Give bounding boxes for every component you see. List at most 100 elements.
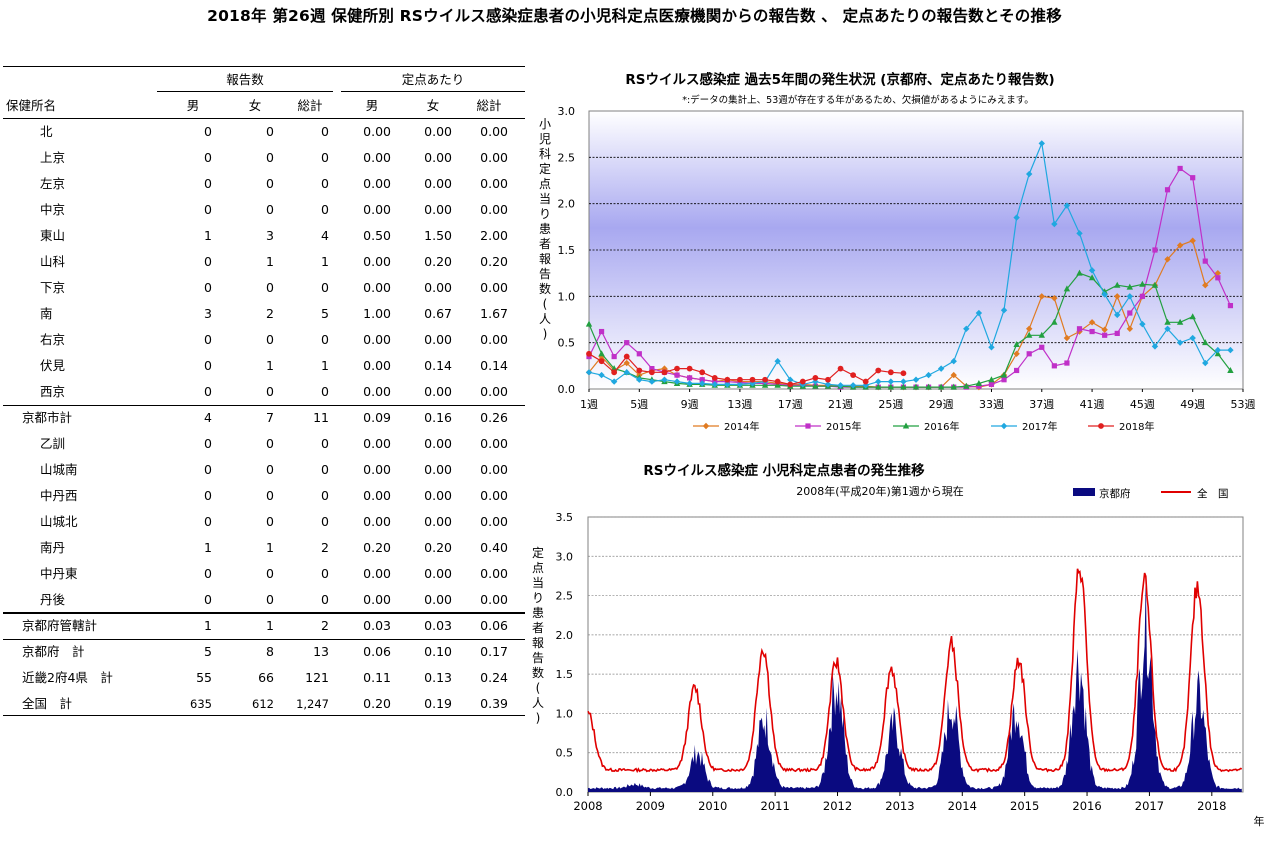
point-marker [850,372,857,378]
legend-label: 2016年 [924,420,959,433]
point-marker [1051,220,1058,228]
point-marker [724,376,731,383]
point-marker [1202,359,1209,367]
series-line [588,272,1231,388]
plot-area [587,516,1244,793]
subtotal-rule [3,639,525,640]
row-name: 中丹西 [40,488,78,503]
point-marker [837,382,844,389]
y-tick-label: 3.0 [558,105,576,118]
row-value: 0 [204,150,212,165]
row-value: 0.20 [424,540,452,555]
y-axis-label-char: 患 [532,606,544,620]
row-value: 0.00 [363,254,391,269]
row-value: 0 [321,566,329,581]
point-marker [749,380,756,387]
subtotal-rule [3,405,525,406]
row-value: 0.00 [363,462,391,477]
row-value: 0.00 [363,150,391,165]
point-marker [1227,303,1234,309]
point-marker [624,340,630,346]
x-tick-label: 2008 [573,799,602,813]
row-name: 南丹 [40,540,66,555]
point-marker [875,367,882,374]
row-value: 1 [321,254,329,269]
point-marker [1214,350,1222,357]
row-value: 0 [266,150,274,165]
point-marker [988,344,995,351]
point-marker [1176,242,1184,249]
row-value: 0.11 [363,670,391,685]
row-name: 京都市計 [22,410,73,425]
y-axis-label-char: 数 [532,665,544,680]
point-marker [1189,237,1196,244]
row-value: 121 [305,670,329,685]
point-marker [1139,293,1145,299]
point-marker [1026,351,1032,357]
column-header: 男 [365,98,379,113]
row-name: 北 [40,124,53,139]
x-tick-label: 45週 [1130,398,1155,411]
y-axis-label-char: 告 [532,651,544,665]
row-value: 0.00 [363,280,391,295]
row-value: 0.00 [424,202,452,217]
y-tick-label: 0.5 [558,337,576,350]
row-value: 0.00 [480,436,508,451]
row-value: 0 [204,332,212,347]
point-marker [925,371,932,379]
point-marker [1063,202,1071,209]
row-value: 0.00 [424,488,452,503]
x-tick-label: 17週 [778,398,803,411]
y-axis-label-char: ( [543,297,548,311]
row-value: 0.00 [480,124,508,139]
group-rule-counts [157,91,333,92]
row-value: 612 [252,697,274,711]
row-value: 0.20 [363,540,391,555]
point-marker [1215,275,1221,281]
row-value: 0.00 [363,514,391,529]
point-marker [1139,320,1146,328]
row-value: 0.14 [480,358,508,373]
point-marker [1051,294,1058,302]
row-name: 山城南 [40,462,78,477]
row-value: 0 [204,358,212,373]
y-tick-label: 0.0 [558,383,576,396]
row-value: 0.00 [363,202,391,217]
point-marker [988,381,995,387]
point-marker [1000,371,1008,378]
y-axis-label-char: 点 [532,561,544,575]
x-tick-label: 2013 [885,799,914,813]
point-marker [1126,325,1134,332]
point-marker [805,423,811,429]
point-marker [937,383,945,390]
row-value: 0 [321,514,329,529]
point-marker [1114,311,1121,319]
row-value: 1 [204,618,212,633]
point-marker [636,351,642,357]
row-value: 0 [321,462,329,477]
y-tick-label: 3.0 [556,550,574,563]
row-value: 0.16 [424,410,452,425]
y-axis-label-char: 定 [532,545,544,560]
point-marker [837,365,844,372]
point-marker [686,365,693,372]
row-value: 0 [204,488,212,503]
row-value: 0 [204,566,212,581]
row-value: 66 [258,670,274,685]
point-marker [1227,366,1234,373]
point-marker [1190,175,1196,181]
row-value: 1 [321,358,329,373]
point-marker [1176,318,1184,325]
row-value: 2 [321,618,329,633]
x-tick-label: 37週 [1029,398,1054,411]
row-value: 0 [266,176,274,191]
point-marker [925,383,932,390]
row-value: 0 [266,202,274,217]
row-name: 山科 [40,254,66,269]
y-axis-label-char: 当 [539,192,551,206]
y-axis-label-char: 者 [539,237,551,251]
row-value: 0.00 [363,436,391,451]
legend-label: 2018年 [1119,420,1154,433]
column-header-name: 保健所名 [6,98,57,113]
row-value: 0.00 [480,592,508,607]
